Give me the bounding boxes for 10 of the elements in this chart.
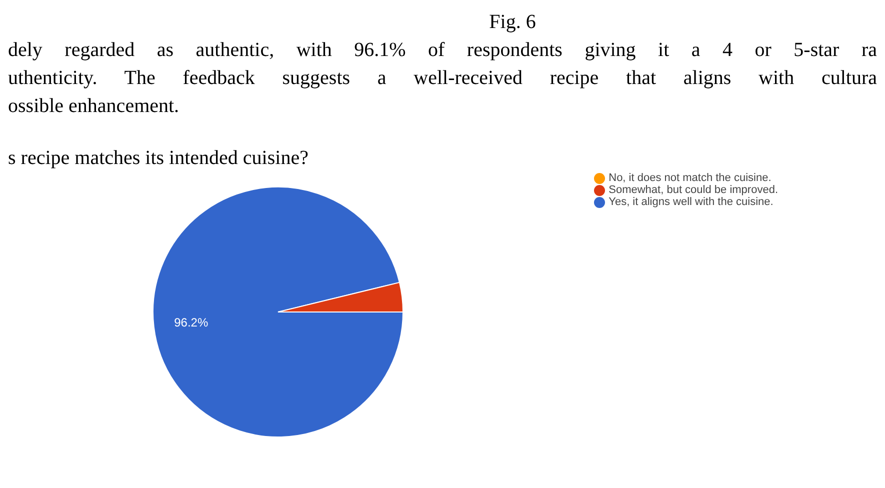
text: ossible enhancement. xyxy=(8,94,180,119)
caption: Fig. 6 xyxy=(488,10,537,35)
pie-slice xyxy=(152,186,404,438)
chart-title: s recipe matches its intended cuisine? xyxy=(8,146,310,171)
legend-label: No, it does not match the cuisine. xyxy=(608,172,772,184)
legend-label: Yes, it aligns well with the cuisine. xyxy=(608,196,774,208)
legend-label: Somewhat, but could be improved. xyxy=(608,184,778,196)
text: uthenticity. The feedback suggests a well-received recipe that aligns with cultura xyxy=(8,66,877,91)
text: dely regarded as authentic, with 96.1% of respondents giving it a 4 or 5-star ra xyxy=(8,38,877,63)
data-label: 96.2% xyxy=(174,315,208,330)
